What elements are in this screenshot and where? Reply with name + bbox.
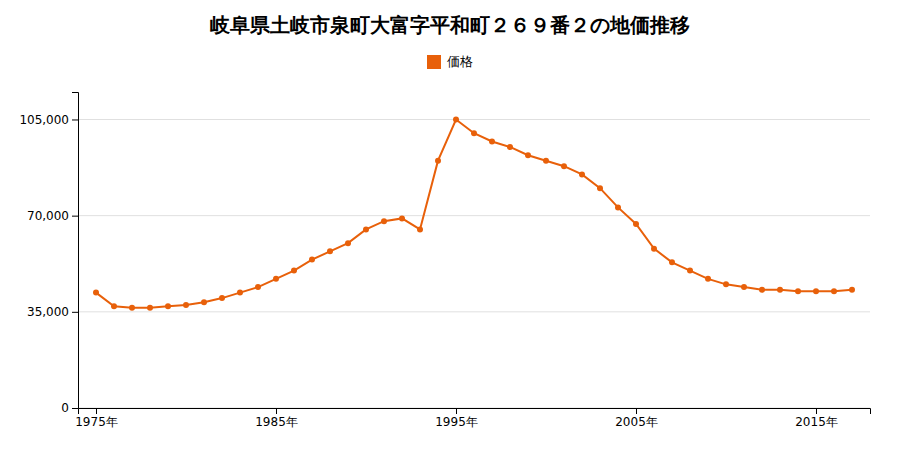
marker: [687, 268, 693, 274]
marker: [615, 204, 621, 210]
marker: [795, 288, 801, 294]
marker: [201, 299, 207, 305]
marker: [633, 221, 639, 227]
line: [96, 119, 852, 307]
chart: 岐阜県土岐市泉町大富字平和町２６９番２の地価推移 1975年 1985年 1995年 2…: [0, 0, 900, 450]
marker: [255, 284, 261, 290]
marker: [327, 248, 333, 254]
marker: [849, 287, 855, 293]
marker: [579, 171, 585, 177]
tick-mark: [816, 408, 817, 414]
tick: 1985年: [255, 408, 298, 429]
marker: [741, 284, 747, 290]
marker: [147, 305, 153, 311]
legend: 価格: [427, 54, 473, 69]
tick: 2005年: [615, 408, 658, 429]
y-axis: 0 35,000 70,000 105,000: [19, 93, 78, 416]
tick: 0: [61, 401, 78, 415]
marker: [651, 246, 657, 252]
tick-mark: [72, 119, 78, 120]
markers: [93, 116, 855, 310]
grid-line: [78, 311, 870, 312]
axis-line: [72, 93, 79, 409]
tick-label: 2015年: [795, 415, 838, 429]
marker: [183, 302, 189, 308]
marker: [723, 281, 729, 287]
tick-label: 2005年: [615, 415, 658, 429]
marker: [453, 116, 459, 122]
marker: [705, 276, 711, 282]
marker: [669, 259, 675, 265]
tick-mark: [72, 312, 78, 313]
axis-line: [79, 409, 871, 415]
marker: [597, 185, 603, 191]
tick-mark: [456, 408, 457, 414]
marker: [831, 288, 837, 294]
marker: [93, 290, 99, 296]
marker: [507, 144, 513, 150]
tick-label: 1975年: [75, 415, 118, 429]
marker: [381, 218, 387, 224]
tick: 35,000: [27, 305, 78, 319]
marker: [129, 305, 135, 311]
tick-label: 35,000: [27, 305, 69, 319]
marker: [165, 303, 171, 309]
marker: [813, 288, 819, 294]
tick-label: 70,000: [27, 209, 69, 223]
grid: [78, 119, 870, 408]
marker: [489, 138, 495, 144]
marker: [399, 215, 405, 221]
marker: [363, 226, 369, 232]
marker: [345, 240, 351, 246]
tick-label: 105,000: [19, 113, 69, 127]
marker: [471, 130, 477, 136]
legend-label: 価格: [447, 54, 473, 69]
marker: [417, 226, 423, 232]
tick-mark: [72, 216, 78, 217]
tick-mark: [636, 408, 637, 414]
tick-mark: [276, 408, 277, 414]
marks: [93, 116, 855, 310]
marker: [291, 268, 297, 274]
tick: 70,000: [27, 209, 78, 223]
tick-mark: [96, 408, 97, 414]
tick-label: 1995年: [435, 415, 478, 429]
marker: [309, 257, 315, 263]
tick-label: 0: [61, 401, 69, 415]
legend-item: 価格: [427, 54, 473, 69]
tick: 1975年: [75, 408, 118, 429]
tick-label: 1985年: [255, 415, 298, 429]
marker: [111, 303, 117, 309]
x-axis: 1975年 1985年 1995年 2005年 2015年: [75, 408, 870, 429]
marker: [435, 158, 441, 164]
tick: 2015年: [795, 408, 838, 429]
marker: [759, 287, 765, 293]
tick-mark: [72, 408, 78, 409]
marker: [525, 152, 531, 158]
tick: 1995年: [435, 408, 478, 429]
marker: [219, 295, 225, 301]
marker: [273, 276, 279, 282]
marker: [237, 290, 243, 296]
marker: [561, 163, 567, 169]
marker: [777, 287, 783, 293]
marker: [543, 158, 549, 164]
plot-area: 1975年 1985年 1995年 2005年 2015年 0 35,000 70,000 10…: [19, 93, 870, 429]
legend-swatch: [427, 55, 441, 69]
grid-line: [78, 215, 870, 216]
grid-line: [78, 119, 870, 120]
title: 岐阜県土岐市泉町大富字平和町２６９番２の地価推移: [210, 13, 690, 37]
tick: 105,000: [19, 113, 78, 127]
